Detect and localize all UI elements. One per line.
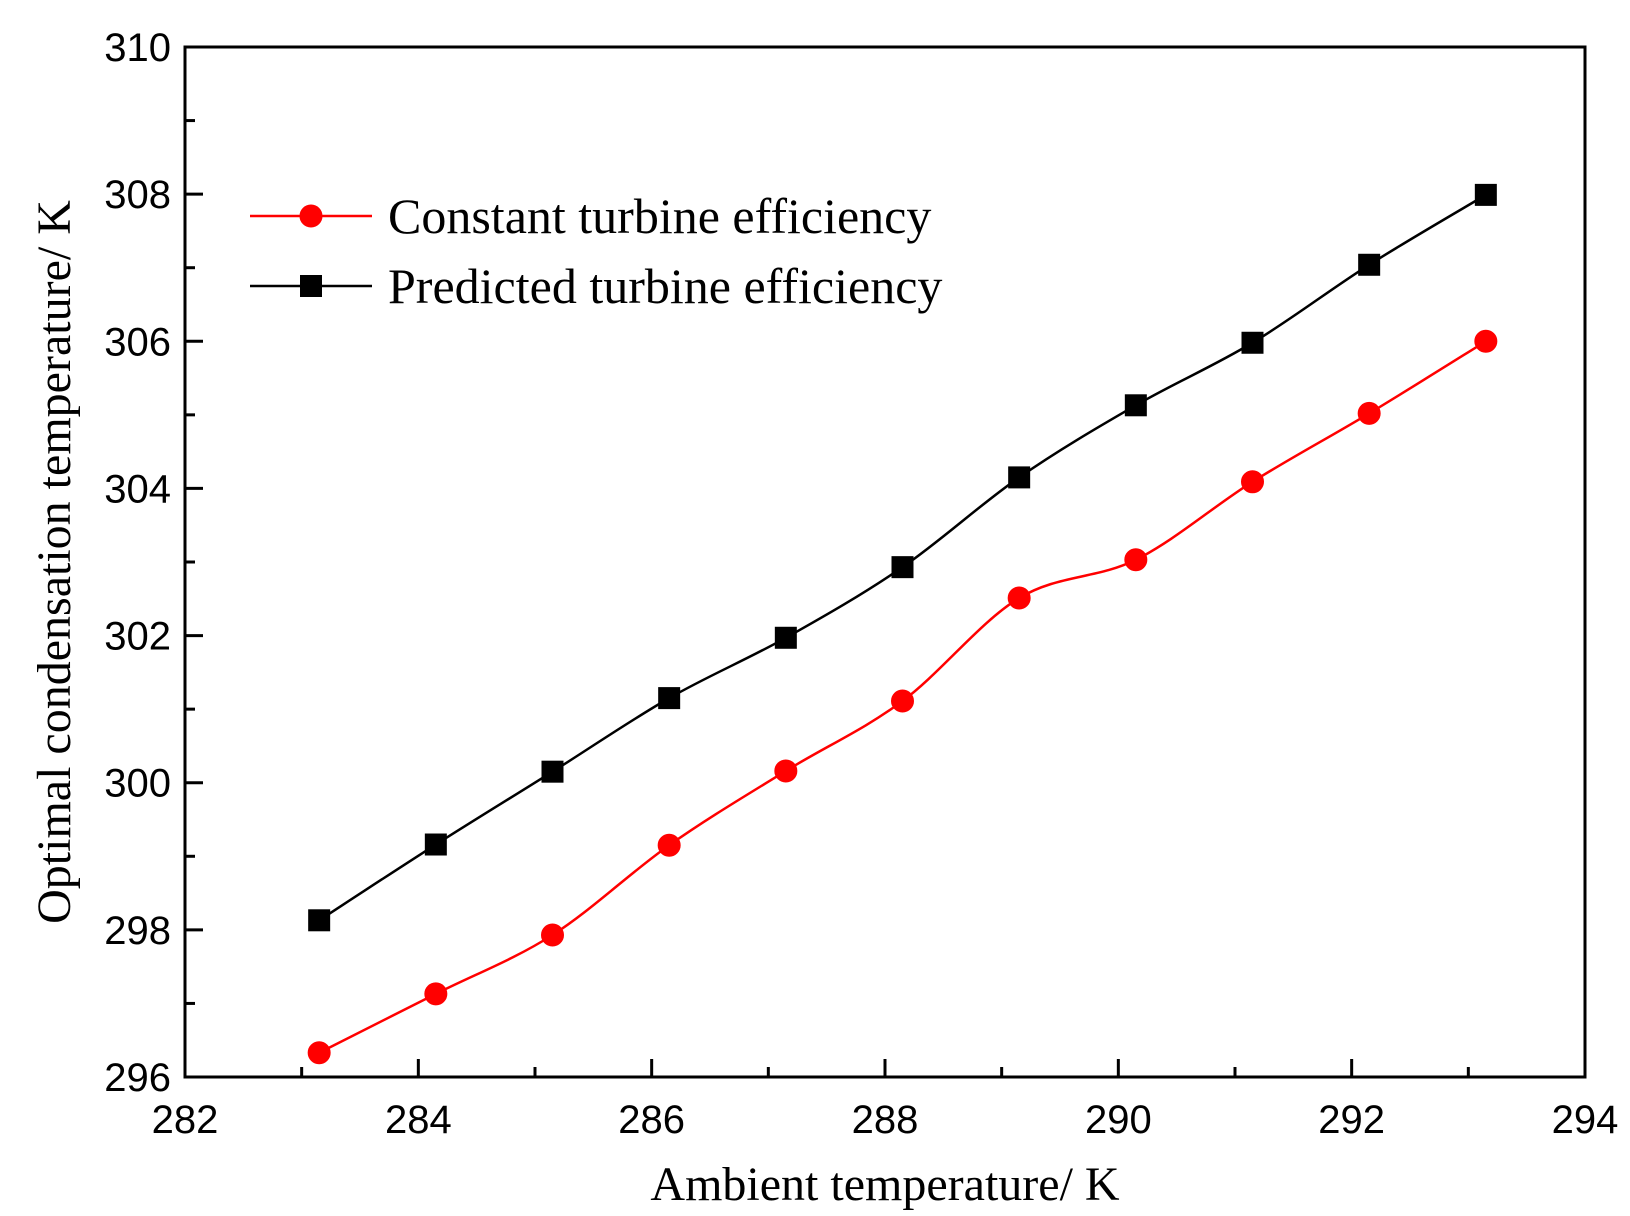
y-tick-label: 310: [104, 26, 171, 70]
x-tick-label: 286: [618, 1098, 685, 1142]
y-tick-label: 296: [104, 1056, 171, 1100]
y-tick-label: 300: [104, 762, 171, 806]
legend-marker-predicted: [300, 275, 322, 297]
data-point-predicted: [1241, 331, 1264, 354]
data-point-predicted: [308, 909, 331, 932]
data-point-constant: [1007, 586, 1031, 610]
data-point-predicted: [891, 556, 914, 579]
data-point-constant: [1124, 548, 1148, 572]
y-tick-label: 298: [104, 909, 171, 953]
legend-label-constant: Constant turbine efficiency: [388, 188, 931, 244]
data-point-constant: [307, 1041, 331, 1065]
series-predicted: [308, 183, 1497, 932]
legend: Constant turbine efficiency Predicted tur…: [250, 188, 942, 314]
series-constant: [307, 329, 1498, 1065]
y-tick-label: 308: [104, 173, 171, 217]
data-point-constant: [1357, 401, 1381, 425]
axes: 282 284 286 288 290 292 294 296 298 300 302 304 306 3…: [104, 26, 1618, 1142]
y-axis-title: Optimal condensation temperature/ K: [28, 200, 81, 924]
x-tick-label: 294: [1552, 1098, 1619, 1142]
x-tick-label: 282: [152, 1098, 219, 1142]
y-tick-label: 304: [104, 467, 171, 511]
data-point-predicted: [541, 760, 564, 783]
data-point-constant: [774, 759, 798, 783]
data-point-constant: [424, 982, 448, 1006]
x-tick-label: 284: [385, 1098, 452, 1142]
data-point-constant: [1474, 329, 1498, 353]
data-point-predicted: [424, 833, 447, 856]
data-point-predicted: [1474, 183, 1497, 206]
data-point-predicted: [1124, 394, 1147, 417]
data-point-predicted: [1358, 253, 1381, 276]
x-tick-label: 290: [1085, 1098, 1152, 1142]
y-tick-label: 306: [104, 320, 171, 364]
series-layer: [307, 183, 1498, 1065]
legend-marker-constant: [299, 204, 323, 228]
data-point-predicted: [774, 626, 797, 649]
data-point-constant: [541, 923, 564, 947]
y-tick-label: 302: [104, 615, 171, 659]
legend-label-predicted: Predicted turbine efficiency: [388, 258, 942, 314]
data-point-constant: [1241, 470, 1264, 494]
data-point-predicted: [658, 687, 681, 710]
x-tick-label: 292: [1318, 1098, 1385, 1142]
data-point-predicted: [1008, 466, 1031, 489]
x-tick-label: 288: [852, 1098, 919, 1142]
data-point-constant: [657, 833, 681, 857]
x-axis-title: Ambient temperature/ K: [650, 1158, 1120, 1211]
data-point-constant: [891, 689, 914, 713]
